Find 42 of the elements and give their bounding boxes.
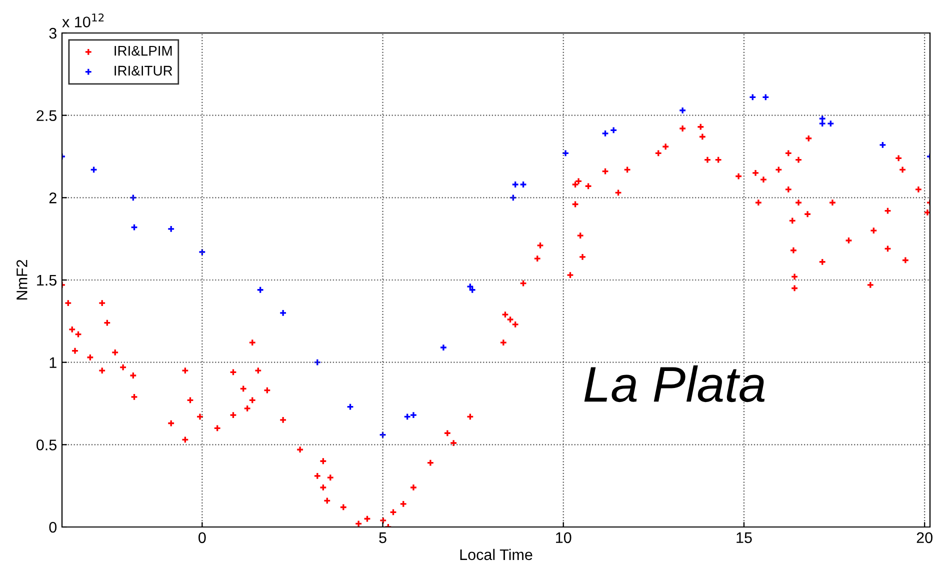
point: [748, 93, 756, 101]
x-tick-label: 15: [736, 532, 752, 544]
point: [678, 106, 686, 114]
y-tick-label: 3: [49, 28, 56, 39]
y-tick-label: 1.5: [37, 275, 56, 286]
point: [346, 403, 354, 411]
annotation: La Plata: [584, 365, 765, 402]
point: [378, 431, 387, 439]
point: [601, 130, 610, 138]
x-axis-title: Local Time: [460, 548, 532, 560]
point: [90, 166, 98, 174]
text: x 10$^{12}$: [62, 13, 104, 28]
point: [130, 224, 138, 232]
point: [279, 309, 287, 317]
point: [878, 141, 886, 149]
y-tick-label: 2: [49, 192, 56, 204]
y-tick-label: 0: [49, 522, 57, 533]
legend-label: IRI&LPIM: [114, 46, 172, 56]
point: [314, 358, 322, 366]
point: [466, 282, 474, 290]
x-tick-label: 10: [556, 532, 572, 544]
point: [826, 120, 834, 128]
point: [519, 180, 528, 188]
y-tick-label: 1: [50, 357, 56, 368]
y-tick-label: 0.5: [36, 440, 56, 450]
point: [509, 194, 517, 202]
point: [512, 180, 520, 188]
point: [256, 286, 264, 294]
point: [129, 194, 137, 202]
point: [198, 248, 206, 256]
y-axis-title: NmF2: [16, 260, 28, 300]
point: [762, 93, 770, 101]
point: [440, 344, 448, 352]
point: [468, 286, 476, 294]
x-tick-label: 5: [379, 532, 386, 544]
legend-label: IRI&ITUR: [114, 66, 172, 76]
point: [562, 149, 570, 157]
x-tick-label: 20: [916, 532, 932, 544]
y-tick-label: 2.5: [36, 110, 56, 122]
point: [167, 225, 175, 233]
x-tick-label: 0: [198, 532, 206, 544]
point: [610, 126, 618, 134]
